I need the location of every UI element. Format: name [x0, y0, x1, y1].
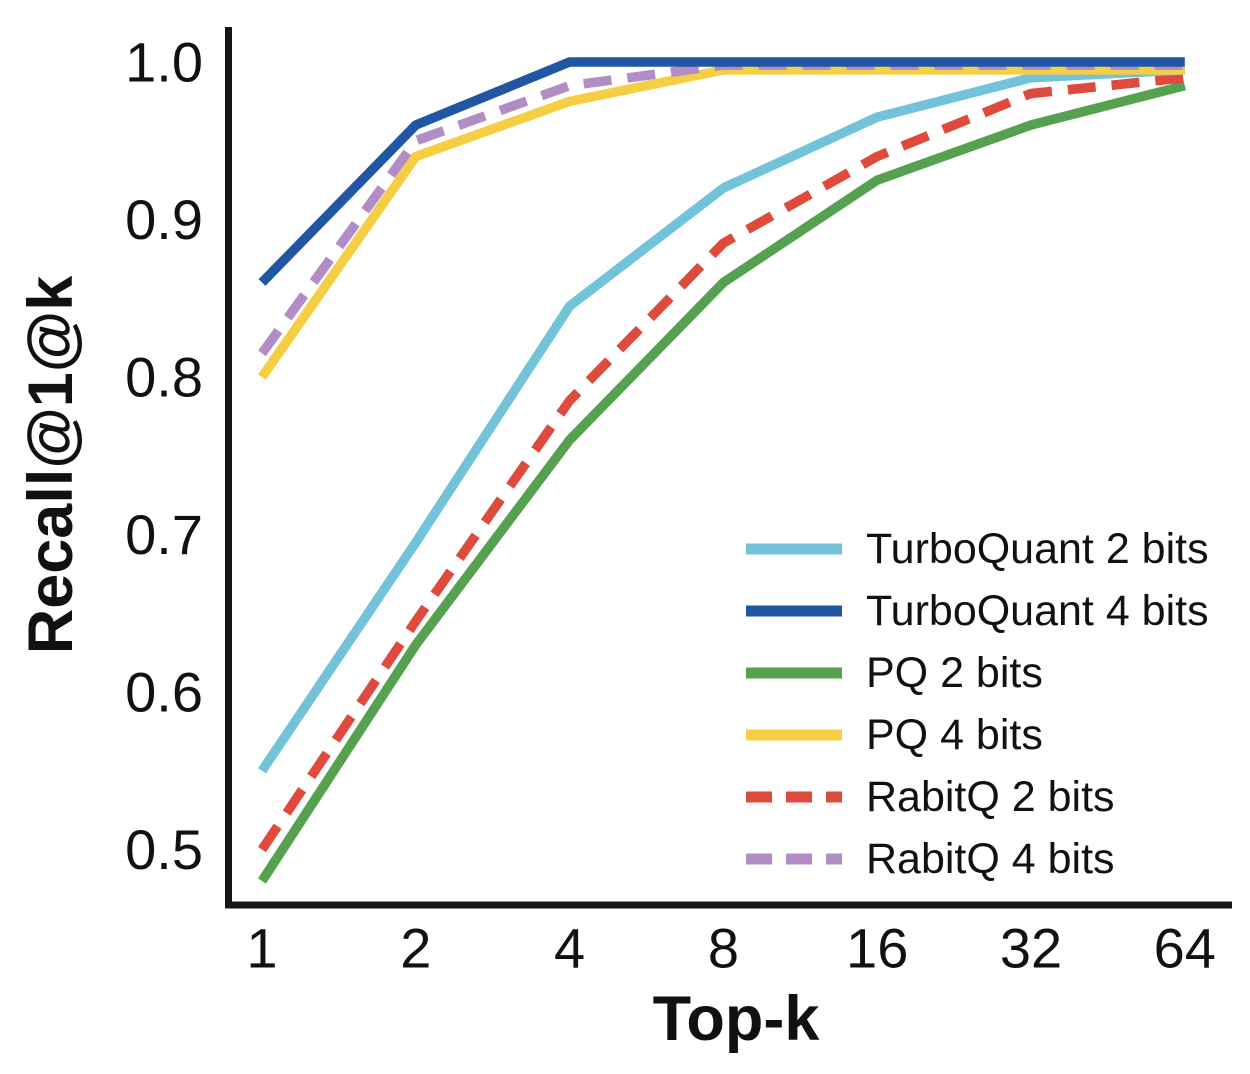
x-tick-label-1: 1: [246, 917, 277, 980]
x-axis-title: Top-k: [653, 984, 821, 1054]
legend-item-rabitq-4-bits: RabitQ 4 bits: [746, 835, 1115, 883]
legend: TurboQuant 2 bits TurboQuant 4 bits PQ 2 b…: [746, 525, 1209, 883]
legend-label-turboquant-4-bits: TurboQuant 4 bits: [866, 587, 1209, 635]
x-tick-label-32: 32: [1000, 917, 1062, 980]
y-tick-label-0.5: 0.5: [125, 818, 203, 881]
legend-item-turboquant-2-bits: TurboQuant 2 bits: [746, 525, 1209, 573]
x-tick-label-64: 64: [1154, 917, 1216, 980]
x-tick-label-16: 16: [846, 917, 908, 980]
y-tick-label-1.0: 1.0: [125, 31, 203, 94]
series-lines: [258, 57, 1186, 884]
x-tick-label-8: 8: [708, 917, 739, 980]
legend-item-rabitq-2-bits: RabitQ 2 bits: [746, 773, 1115, 821]
x-tick-label-2: 2: [400, 917, 431, 980]
series-line-turboquant-4-bits: [258, 57, 1185, 286]
axes: [225, 27, 1232, 909]
series-line-rabitq-4-bits: [258, 60, 1185, 357]
legend-label-pq-2-bits: PQ 2 bits: [866, 649, 1043, 697]
y-tick-label-0.9: 0.9: [125, 188, 203, 251]
series-line-rabitq-2-bits: [258, 73, 1186, 853]
y-tick-label-0.6: 0.6: [125, 661, 203, 724]
y-axis-title: Recall@1@k: [16, 275, 86, 655]
legend-label-pq-4-bits: PQ 4 bits: [866, 711, 1043, 759]
series-line-pq-4-bits: [258, 65, 1185, 380]
series-line-pq-2-bits: [258, 81, 1186, 884]
series-line-turboquant-2-bits: [258, 65, 1186, 774]
y-tick-label-0.8: 0.8: [125, 346, 203, 409]
legend-label-rabitq-4-bits: RabitQ 4 bits: [866, 835, 1115, 883]
legend-label-rabitq-2-bits: RabitQ 2 bits: [866, 773, 1115, 821]
legend-item-pq-2-bits: PQ 2 bits: [746, 649, 1043, 697]
x-axis-tick-labels: 1 2 4 8 16 32 64: [246, 917, 1216, 980]
y-tick-label-0.7: 0.7: [125, 503, 203, 566]
legend-item-turboquant-4-bits: TurboQuant 4 bits: [746, 587, 1209, 635]
legend-item-pq-4-bits: PQ 4 bits: [746, 711, 1043, 759]
y-axis-tick-labels: 1.0 0.9 0.8 0.7 0.6 0.5: [125, 31, 203, 882]
legend-label-turboquant-2-bits: TurboQuant 2 bits: [866, 525, 1209, 573]
x-tick-label-4: 4: [554, 917, 585, 980]
